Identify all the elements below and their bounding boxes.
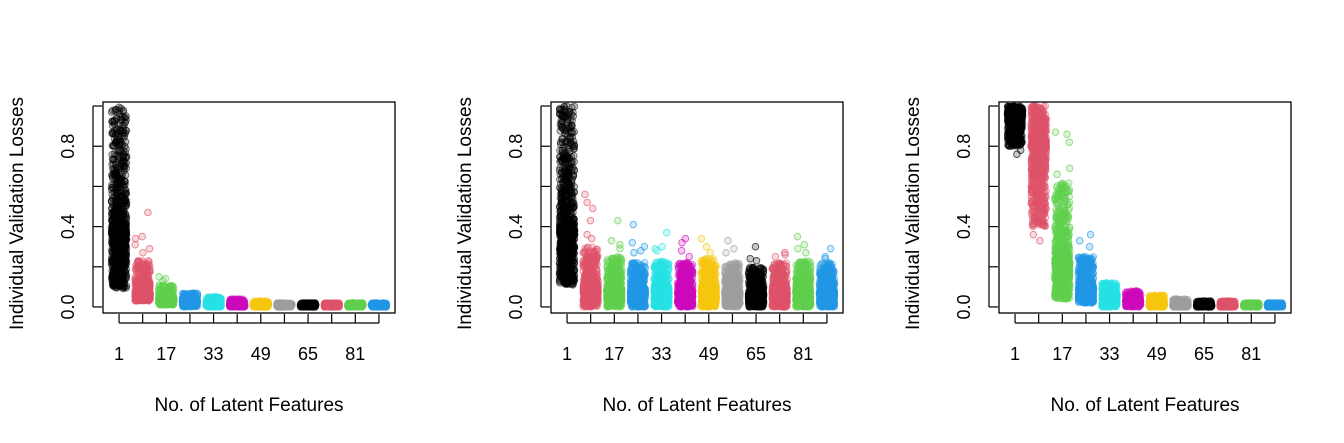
- data-point: [111, 185, 120, 194]
- data-point: [257, 301, 266, 309]
- data-point: [122, 153, 131, 162]
- data-point: [117, 159, 126, 167]
- data-point: [108, 141, 117, 150]
- data-point: [108, 215, 116, 224]
- data-point: [119, 207, 128, 215]
- series-x-17: [155, 273, 178, 309]
- data-point-outlier: [144, 208, 152, 217]
- series-x-65: [296, 299, 320, 311]
- data-point: [216, 300, 224, 308]
- data-point: [263, 301, 272, 310]
- data-point: [187, 299, 196, 307]
- data-point: [112, 265, 121, 274]
- data-point: [136, 274, 144, 283]
- data-point: [133, 262, 142, 271]
- data-point: [121, 126, 130, 134]
- data-point: [121, 171, 130, 179]
- data-point: [159, 295, 168, 303]
- series-x-9: [131, 208, 154, 305]
- data-point: [111, 228, 120, 237]
- data-point: [109, 282, 117, 290]
- data-point: [120, 214, 128, 223]
- data-point-outlier: [138, 232, 146, 241]
- data-point: [297, 301, 305, 309]
- data-point: [108, 117, 116, 126]
- data-point: [144, 277, 152, 286]
- data-point: [308, 299, 317, 307]
- data-point: [180, 300, 189, 308]
- data-point: [108, 150, 116, 159]
- series-x-81: [344, 299, 367, 311]
- data-point: [115, 146, 123, 154]
- data-point: [134, 295, 142, 303]
- panel-1: 1 17 33 49 65 810.00.40.8No. of Latent Featur…: [7, 97, 396, 416]
- data-point: [280, 302, 289, 310]
- data-point: [122, 199, 131, 208]
- data-point: [227, 302, 236, 310]
- data-point: [121, 113, 130, 122]
- data-point: [108, 161, 116, 169]
- data-point: [118, 245, 126, 254]
- data-point: [169, 292, 177, 301]
- series-x-57: [273, 299, 296, 311]
- series-x-73: [320, 299, 343, 311]
- data-point-outlier: [145, 244, 154, 253]
- data-point-outlier: [139, 248, 147, 257]
- data-point: [328, 300, 336, 308]
- series-x-1: [107, 103, 131, 293]
- data-point: [320, 301, 329, 310]
- series-x-49: [249, 297, 273, 311]
- data-point: [115, 106, 123, 114]
- data-point: [107, 108, 116, 116]
- data-point: [142, 290, 150, 298]
- series-x-33: [202, 293, 225, 311]
- data-point: [122, 261, 130, 270]
- data-point: [113, 173, 121, 182]
- series-x-25: [178, 289, 202, 311]
- data-point: [113, 126, 121, 134]
- data-points: [107, 103, 391, 311]
- data-point-outlier: [131, 234, 140, 243]
- data-point: [120, 277, 128, 286]
- data-point: [110, 246, 119, 254]
- data-point: [121, 230, 130, 239]
- data-point-outlier: [131, 240, 139, 249]
- data-point: [116, 140, 124, 148]
- data-point-outlier: [159, 277, 167, 285]
- data-point: [108, 201, 117, 209]
- data-point: [107, 256, 116, 264]
- series-x-41: [225, 295, 249, 311]
- data-point: [240, 301, 248, 309]
- data-point: [234, 299, 242, 308]
- data-point: [210, 302, 218, 311]
- data-point: [122, 186, 130, 195]
